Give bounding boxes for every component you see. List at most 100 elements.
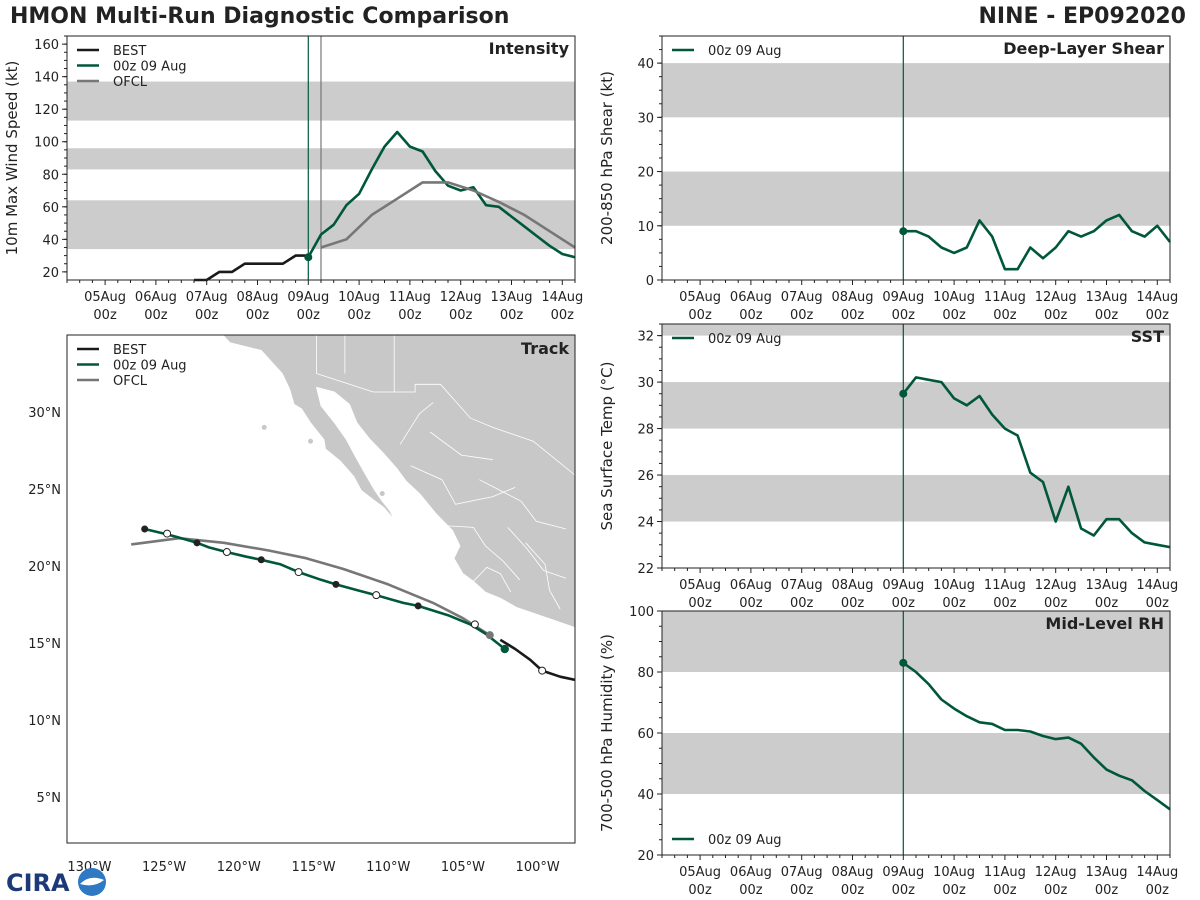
shear-xtick-label: 07Aug xyxy=(781,290,823,305)
track-marker-24h xyxy=(332,580,340,588)
track-ytick-label: 5°N xyxy=(37,791,62,806)
intensity-ytick-label: 100 xyxy=(34,136,59,151)
intensity-xtick-label: 12Aug xyxy=(440,290,482,305)
shear-legend-label: 00z 09 Aug xyxy=(708,44,782,59)
intensity-xtick-label: 08Aug xyxy=(237,290,279,305)
shear-ytick-label: 10 xyxy=(637,220,654,235)
track-island xyxy=(261,424,267,430)
track-border-line xyxy=(479,479,567,530)
sst-xtick-sublabel: 00z xyxy=(993,596,1017,611)
track-marker-12h xyxy=(294,568,303,577)
rh-xtick-sublabel: 00z xyxy=(739,883,763,898)
sst-ytick-label: 26 xyxy=(637,469,654,484)
rh-xtick-label: 07Aug xyxy=(781,865,823,880)
rh-xtick-sublabel: 00z xyxy=(993,883,1017,898)
sst-panel-title: SST xyxy=(1131,327,1164,346)
track-land-mexico xyxy=(222,335,575,628)
track-marker-24h xyxy=(257,556,265,564)
shear-xtick-label: 14Aug xyxy=(1136,290,1178,305)
sst-xtick-sublabel: 00z xyxy=(1095,596,1119,611)
track-map-layer xyxy=(131,335,575,682)
intensity-xtick-sublabel: 00z xyxy=(297,308,321,323)
intensity-xtick-sublabel: 00z xyxy=(551,308,575,323)
rh-xtick-label: 09Aug xyxy=(882,865,924,880)
rh-xtick-label: 13Aug xyxy=(1086,865,1128,880)
track-ytick-label: 10°N xyxy=(28,714,61,729)
intensity-xtick-sublabel: 00z xyxy=(93,308,117,323)
sst-xtick-label: 09Aug xyxy=(882,578,924,593)
track-series-ofcl xyxy=(131,536,491,637)
sst-xtick-label: 07Aug xyxy=(781,578,823,593)
sst-xtick-sublabel: 00z xyxy=(739,596,763,611)
intensity-legend-label: OFCL xyxy=(113,75,148,90)
track-border-line xyxy=(473,566,512,593)
rh-xtick-label: 05Aug xyxy=(679,865,721,880)
track-ytick-label: 30°N xyxy=(28,406,61,421)
sst-xtick-sublabel: 00z xyxy=(942,596,966,611)
intensity-xtick-sublabel: 00z xyxy=(347,308,371,323)
sst-xtick-label: 11Aug xyxy=(984,578,1026,593)
rh-xtick-sublabel: 00z xyxy=(942,883,966,898)
intensity-xtick-sublabel: 00z xyxy=(398,308,422,323)
storm-id: NINE - EP092020 xyxy=(978,4,1187,29)
intensity-xtick-sublabel: 00z xyxy=(500,308,524,323)
intensity-xtick-label: 05Aug xyxy=(84,290,126,305)
shear-series-start-marker xyxy=(899,227,908,236)
rh-xtick-sublabel: 00z xyxy=(841,883,865,898)
intensity-xtick-label: 11Aug xyxy=(389,290,431,305)
intensity-ytick-label: 20 xyxy=(42,266,59,281)
intensity-xtick-sublabel: 00z xyxy=(195,308,219,323)
track-ytick-label: 20°N xyxy=(28,560,61,575)
shear-xtick-label: 05Aug xyxy=(679,290,721,305)
shear-xtick-sublabel: 00z xyxy=(790,308,814,323)
sst-xtick-label: 06Aug xyxy=(730,578,772,593)
rh-panel-title: Mid-Level RH xyxy=(1045,614,1164,633)
sst-band xyxy=(662,475,1170,522)
shear-series-run xyxy=(903,213,1172,271)
rh-xtick-sublabel: 00z xyxy=(1095,883,1119,898)
logo-swirl-icon xyxy=(80,877,104,886)
track-marker-start xyxy=(500,644,509,654)
intensity-ytick-label: 80 xyxy=(42,168,59,183)
track-marker-12h xyxy=(538,666,547,675)
rh-ytick-label: 100 xyxy=(629,605,654,620)
rh-band xyxy=(662,611,1170,672)
sst-ytick-label: 22 xyxy=(637,562,654,577)
track-legend-label: OFCL xyxy=(113,374,148,389)
rh-xtick-label: 14Aug xyxy=(1136,865,1178,880)
shear-xtick-label: 10Aug xyxy=(933,290,975,305)
rh-xtick-sublabel: 00z xyxy=(892,883,916,898)
sst-frame xyxy=(661,323,1171,569)
sst-ytick-label: 32 xyxy=(637,330,654,345)
intensity-xtick-sublabel: 00z xyxy=(246,308,270,323)
sst-ytick-label: 30 xyxy=(637,376,654,391)
rh-panel: 20 40 60 80 100 05Aug 00z 06Aug 00z 07Aug 00z 08Aug… xyxy=(598,605,1178,898)
track-marker-12h xyxy=(222,548,231,557)
track-ytick-label: 25°N xyxy=(28,483,61,498)
rh-xtick-label: 11Aug xyxy=(984,865,1026,880)
rh-xtick-sublabel: 00z xyxy=(1146,883,1170,898)
track-panel-title: Track xyxy=(521,339,569,358)
track-marker-24h xyxy=(193,539,201,547)
rh-xtick-label: 08Aug xyxy=(832,865,874,880)
shear-panel-title: Deep-Layer Shear xyxy=(1003,39,1164,58)
track-border-line xyxy=(429,431,493,461)
shear-xtick-sublabel: 00z xyxy=(942,308,966,323)
track-marker-ofcl xyxy=(485,631,494,640)
intensity-xtick-sublabel: 00z xyxy=(449,308,473,323)
sst-xtick-sublabel: 00z xyxy=(688,596,712,611)
track-marker-24h xyxy=(414,602,422,610)
intensity-xtick-sublabel: 00z xyxy=(144,308,168,323)
rh-ytick-label: 40 xyxy=(637,788,654,803)
rh-ylabel: 700-500 hPa Humidity (%) xyxy=(598,634,616,832)
intensity-series-start-marker xyxy=(304,253,313,262)
intensity-legend-label: 00z 09 Aug xyxy=(113,60,187,75)
intensity-series-run xyxy=(307,130,576,259)
shear-ytick-label: 40 xyxy=(637,57,654,72)
shear-ytick-label: 0 xyxy=(646,274,654,289)
rh-ytick-label: 20 xyxy=(637,849,654,864)
intensity-ytick-label: 140 xyxy=(34,71,59,86)
rh-xtick-label: 10Aug xyxy=(933,865,975,880)
intensity-panel-title: Intensity xyxy=(489,39,570,58)
